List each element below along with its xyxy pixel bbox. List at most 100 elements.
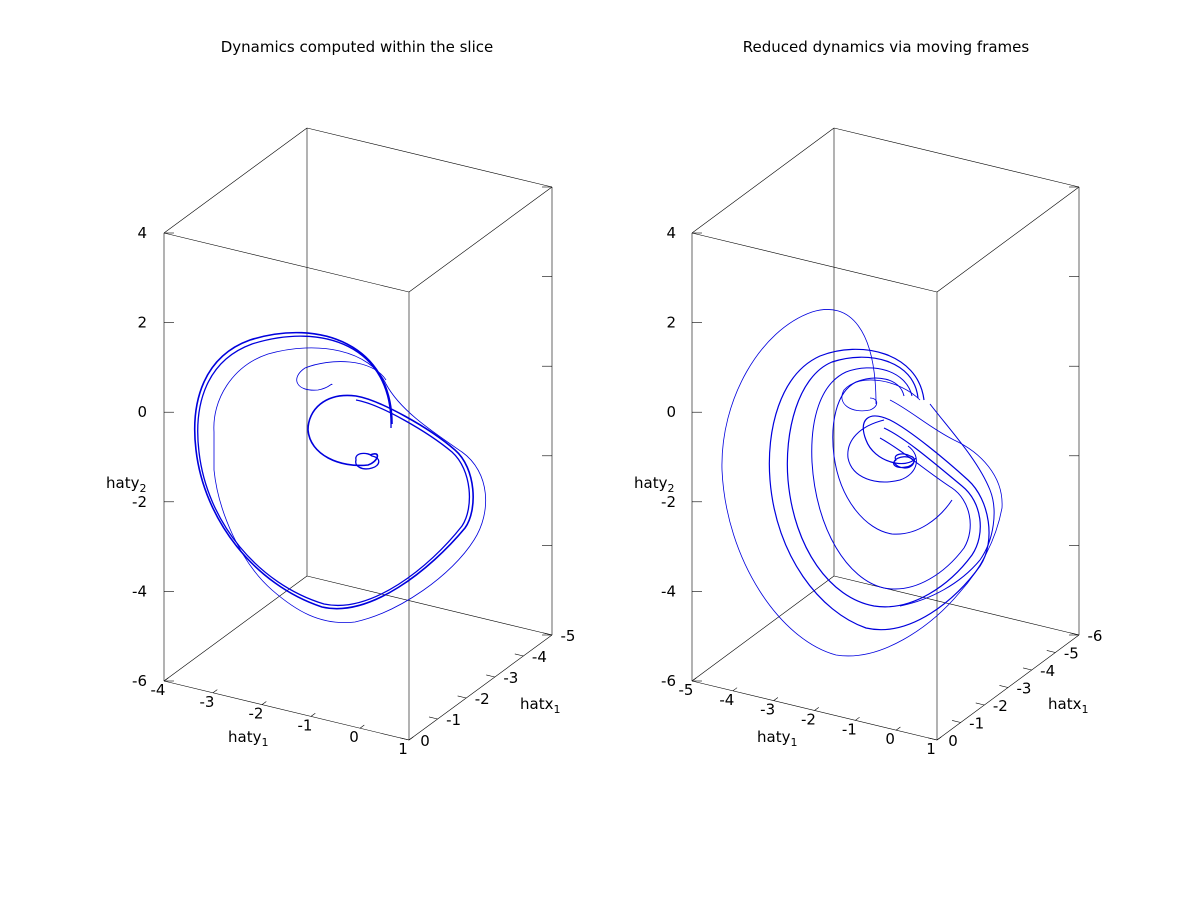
chart-title: Reduced dynamics via moving frames bbox=[743, 38, 1030, 56]
z-tick-label: 4 bbox=[137, 224, 147, 242]
x-tick-label: -4 bbox=[719, 691, 734, 709]
box-edge bbox=[691, 575, 835, 682]
x-tick-mark bbox=[691, 677, 697, 682]
y-tick-mark bbox=[457, 695, 467, 699]
y-tick-mark bbox=[1023, 667, 1032, 671]
x-tick-mark bbox=[732, 687, 738, 692]
trajectory-segment bbox=[296, 361, 387, 391]
x-tick-label: -3 bbox=[200, 693, 215, 711]
y-tick-mark bbox=[975, 702, 985, 706]
x-tick-label: 1 bbox=[398, 740, 408, 758]
x-tick-label: 0 bbox=[349, 728, 359, 746]
z-axis-label: haty2 bbox=[106, 474, 146, 495]
z-tick-label: -2 bbox=[132, 493, 147, 511]
z-tick-label: 4 bbox=[666, 224, 676, 242]
trajectory-segment bbox=[768, 348, 990, 631]
y-tick-label: -3 bbox=[1017, 680, 1032, 698]
x-tick-mark bbox=[855, 716, 860, 721]
x-tick-label: -2 bbox=[249, 705, 264, 723]
z-axis-label: haty2 bbox=[634, 474, 674, 495]
box-edge bbox=[408, 634, 553, 741]
chart-title: Dynamics computed within the slice bbox=[221, 38, 493, 56]
y-tick-label: -2 bbox=[993, 697, 1008, 715]
x-tick-label: -1 bbox=[842, 720, 857, 738]
x-tick-mark bbox=[359, 724, 365, 729]
z-tick-label: -4 bbox=[661, 582, 676, 600]
x-tick-label: -2 bbox=[801, 711, 816, 729]
y-tick-mark bbox=[1070, 632, 1080, 636]
y-tick-label: -2 bbox=[475, 690, 490, 708]
y-tick-mark bbox=[543, 632, 553, 636]
trajectory-segment bbox=[197, 335, 471, 606]
trajectory-segment bbox=[893, 453, 915, 469]
trajectory-segment bbox=[847, 419, 917, 483]
y-tick-label: -6 bbox=[1088, 627, 1103, 645]
x-tick-mark bbox=[936, 736, 942, 741]
x-tick-mark bbox=[261, 701, 267, 705]
x-axis-label: haty1 bbox=[757, 728, 797, 749]
x-tick-mark bbox=[408, 736, 414, 741]
z-tick-label: -2 bbox=[661, 493, 676, 511]
box-edge bbox=[936, 186, 1080, 293]
y-tick-label: 0 bbox=[420, 732, 430, 750]
box-edge bbox=[163, 232, 410, 293]
box-edge bbox=[408, 186, 553, 293]
y-tick-label: -4 bbox=[532, 648, 547, 666]
x-tick-label: -5 bbox=[679, 681, 694, 699]
y-tick-label: -5 bbox=[561, 627, 576, 645]
y-tick-label: 0 bbox=[948, 732, 958, 750]
y-tick-mark bbox=[928, 737, 938, 741]
y-tick-mark bbox=[952, 720, 961, 723]
z-tick-label: 2 bbox=[666, 314, 676, 332]
trajectory-segment bbox=[811, 367, 971, 590]
x-tick-label: -4 bbox=[151, 681, 166, 699]
trajectory-segment bbox=[213, 347, 486, 624]
trajectory-segment bbox=[841, 379, 921, 412]
y-tick-label: -5 bbox=[1064, 645, 1079, 663]
box-edge bbox=[306, 127, 553, 188]
x-tick-mark bbox=[310, 713, 316, 717]
y-tick-mark bbox=[999, 685, 1009, 688]
x-tick-mark bbox=[773, 697, 779, 701]
y-tick-label: -3 bbox=[503, 669, 518, 687]
z-tick-label: 0 bbox=[666, 403, 676, 421]
y-axis-label: hatx1 bbox=[1048, 695, 1088, 716]
x-tick-label: 1 bbox=[926, 740, 936, 758]
y-tick-label: -1 bbox=[446, 711, 461, 729]
y-tick-mark bbox=[514, 653, 524, 657]
x-tick-mark bbox=[895, 726, 901, 731]
trajectory-segment bbox=[786, 356, 981, 608]
y-tick-mark bbox=[1046, 650, 1056, 653]
trajectory-segment bbox=[193, 331, 474, 610]
trajectory-segment bbox=[832, 377, 953, 535]
x-axis-label: haty1 bbox=[228, 728, 268, 749]
z-tick-label: 2 bbox=[137, 314, 147, 332]
box-edge bbox=[833, 575, 1080, 636]
x-tick-label: -3 bbox=[760, 701, 775, 719]
trajectory bbox=[193, 331, 486, 624]
subplot-2: Reduced dynamics via moving frames -5 -4 -3… bbox=[634, 38, 1102, 758]
y-axis-label: hatx1 bbox=[520, 695, 560, 716]
y-tick-mark bbox=[428, 716, 438, 720]
x-tick-mark bbox=[163, 677, 169, 682]
x-tick-label: 0 bbox=[885, 730, 895, 748]
box-edge bbox=[163, 127, 308, 234]
x-tick-mark bbox=[814, 707, 819, 711]
box-edge bbox=[833, 127, 1080, 188]
box-edge bbox=[163, 680, 410, 741]
x-tick-label: -1 bbox=[298, 716, 313, 734]
trajectory-segment bbox=[899, 403, 995, 607]
trajectory-segment bbox=[721, 309, 1003, 657]
box-edge bbox=[691, 127, 835, 234]
trajectory bbox=[721, 309, 1003, 657]
box-edge bbox=[163, 575, 308, 682]
y-tick-label: -1 bbox=[969, 715, 984, 733]
y-tick-label: -4 bbox=[1040, 662, 1055, 680]
box-edge bbox=[691, 232, 938, 293]
z-tick-label: -6 bbox=[661, 672, 676, 690]
y-tick-mark bbox=[400, 737, 410, 741]
z-tick-label: 0 bbox=[137, 403, 147, 421]
subplot-1: Dynamics computed within the slice -4 -3 -2… bbox=[106, 38, 575, 758]
x-tick-mark bbox=[212, 689, 218, 694]
